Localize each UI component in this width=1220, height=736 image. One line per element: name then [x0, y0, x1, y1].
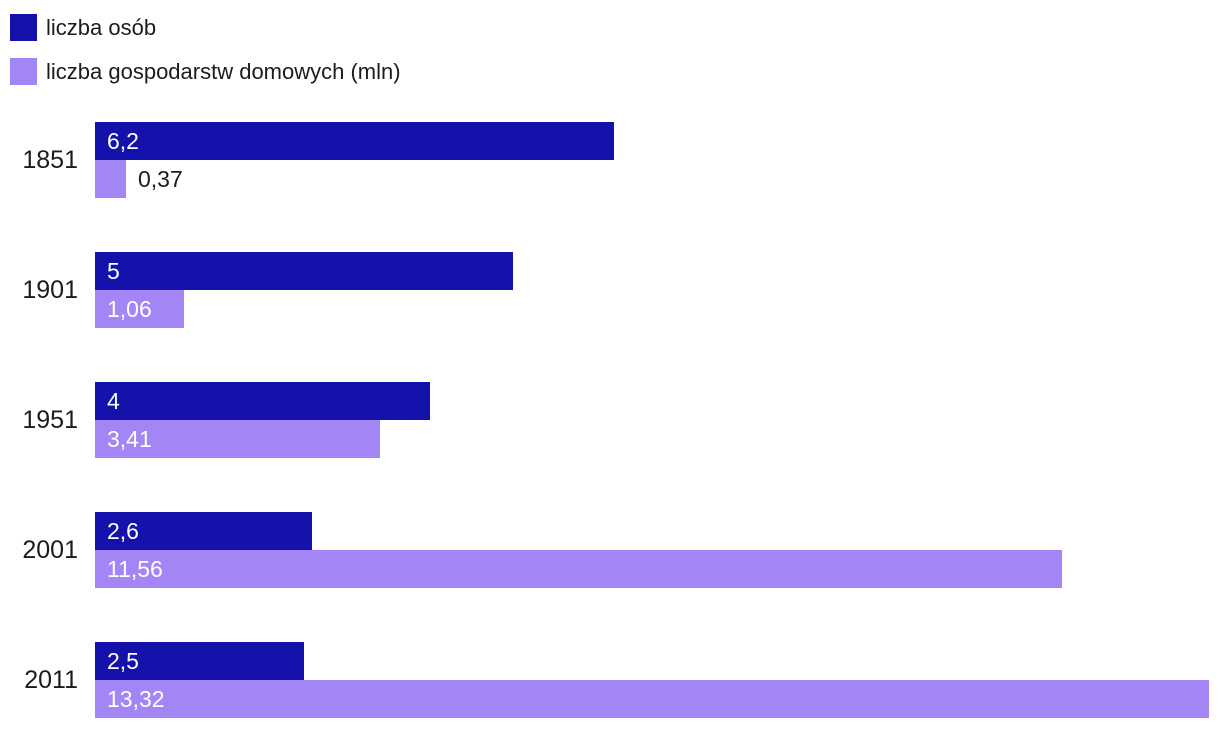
bar-line-gospodarstw-2011: 13,32 [95, 680, 1220, 718]
category-label-1901: 1901 [22, 275, 78, 304]
bar-group-2001: 2,6 11,56 [95, 512, 1220, 588]
bar-value-label-gospodarstw-1901: 1,06 [107, 295, 152, 322]
bar-group-1951: 4 3,41 [95, 382, 1220, 458]
bar-line-osob-1851: 6,2 [95, 122, 1220, 160]
bar-line-osob-2001: 2,6 [95, 512, 1220, 550]
bar-group-2011: 2,5 13,32 [95, 642, 1220, 718]
bar-osob-1951: 4 [95, 382, 430, 420]
bar-value-label-osob-1951: 4 [107, 387, 120, 414]
bar-line-osob-2011: 2,5 [95, 642, 1220, 680]
bar-value-label-osob-2001: 2,6 [107, 517, 139, 544]
bar-gospodarstw-2011: 13,32 [95, 680, 1209, 718]
bar-osob-1901: 5 [95, 252, 513, 290]
category-label-1951: 1951 [22, 405, 78, 434]
legend-item-gospodarstw: liczba gospodarstw domowych (mln) [10, 58, 1220, 85]
bar-value-label-osob-2011: 2,5 [107, 647, 139, 674]
bar-line-gospodarstw-1901: 1,06 [95, 290, 1220, 328]
legend-label-osob: liczba osób [46, 15, 157, 40]
bar-group-1901: 5 1,06 [95, 252, 1220, 328]
chart-row-1951: 1951 4 3,41 [0, 382, 1220, 458]
legend-label-gospodarstw: liczba gospodarstw domowych (mln) [46, 59, 401, 84]
bar-gospodarstw-1851 [95, 160, 126, 198]
legend-swatch-osob-icon [10, 14, 37, 41]
chart-row-2001: 2001 2,6 11,56 [0, 512, 1220, 588]
bar-osob-2001: 2,6 [95, 512, 312, 550]
chart-row-1851: 1851 6,2 0,37 [0, 122, 1220, 198]
bar-value-label-gospodarstw-2011: 13,32 [107, 685, 165, 712]
bar-value-label-osob-1851: 6,2 [107, 127, 139, 154]
bar-value-label-gospodarstw-2001: 11,56 [107, 555, 163, 582]
bar-osob-2011: 2,5 [95, 642, 304, 680]
bar-line-gospodarstw-2001: 11,56 [95, 550, 1220, 588]
category-label-2001: 2001 [22, 535, 78, 564]
bar-osob-1851: 6,2 [95, 122, 614, 160]
chart-row-2011: 2011 2,5 13,32 [0, 642, 1220, 718]
legend-swatch-gospodarstw-icon [10, 58, 37, 85]
legend: liczba osób liczba gospodarstw domowych … [0, 0, 1220, 85]
bar-gospodarstw-1951: 3,41 [95, 420, 380, 458]
bar-line-gospodarstw-1851: 0,37 [95, 160, 1220, 198]
bar-gospodarstw-2001: 11,56 [95, 550, 1062, 588]
legend-item-osob: liczba osób [10, 14, 1220, 41]
chart-row-1901: 1901 5 1,06 [0, 252, 1220, 328]
category-label-2011: 2011 [24, 665, 78, 694]
bar-line-osob-1951: 4 [95, 382, 1220, 420]
bar-line-gospodarstw-1951: 3,41 [95, 420, 1220, 458]
bar-value-label-gospodarstw-1851: 0,37 [138, 165, 183, 192]
category-label-1851: 1851 [22, 145, 78, 174]
bar-line-osob-1901: 5 [95, 252, 1220, 290]
chart-area: 1851 6,2 0,37 1901 5 1,06 1951 4 3,41 2001 2,6 11,5… [0, 122, 1220, 718]
bar-group-1851: 6,2 0,37 [95, 122, 1220, 198]
bar-value-label-gospodarstw-1951: 3,41 [107, 425, 152, 452]
bar-value-label-osob-1901: 5 [107, 257, 120, 284]
bar-gospodarstw-1901: 1,06 [95, 290, 184, 328]
